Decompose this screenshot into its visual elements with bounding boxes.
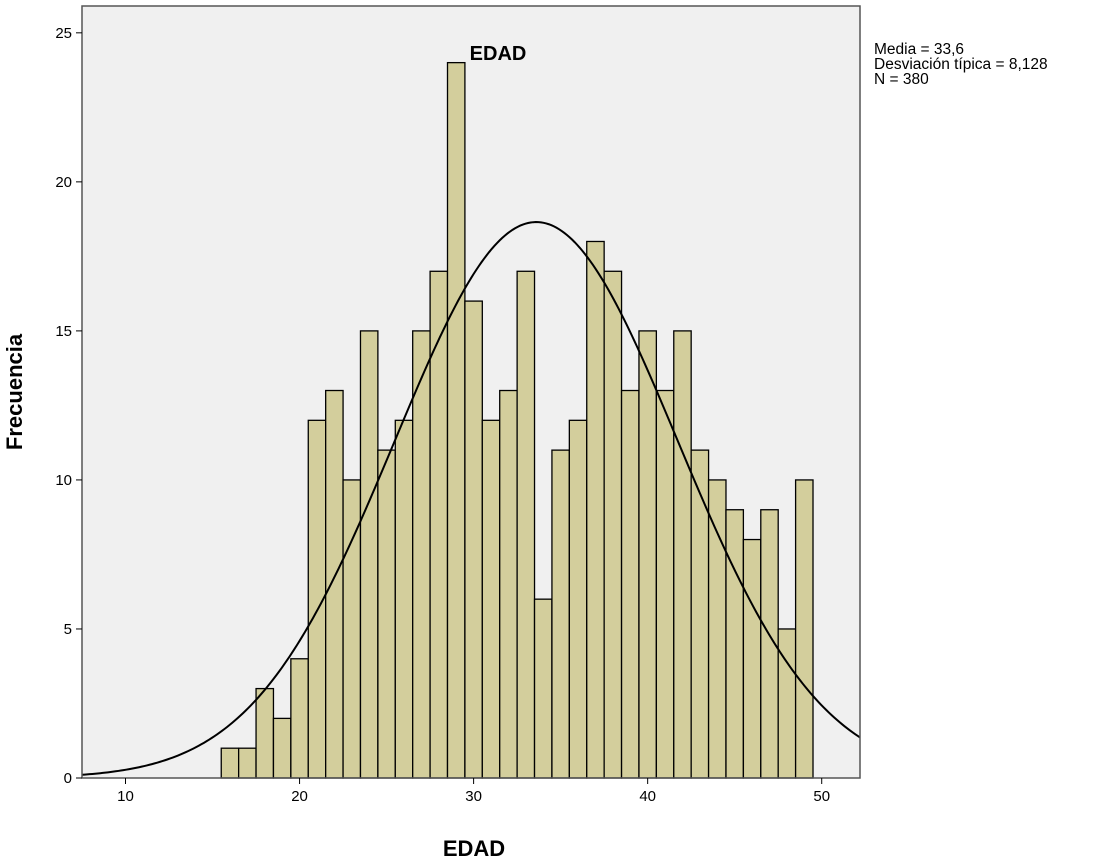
y-tick-label: 0 [64,770,72,787]
histogram-bar [290,658,309,779]
histogram-bar [655,389,675,779]
histogram-bar [377,449,396,779]
y-tick-label: 15 [55,323,72,340]
x-tick-label: 40 [639,788,656,805]
histogram-bar [568,419,588,779]
histogram-bar [499,389,518,779]
histogram-bar [673,330,692,779]
normal-curve [81,221,861,776]
histogram-bar [742,538,762,779]
y-tick-label: 20 [55,174,72,191]
histogram-bar [429,270,449,779]
histogram-bar [777,628,797,779]
x-tick-label: 30 [465,788,482,805]
chart-title: EDAD [470,43,527,65]
histogram-bar [551,449,570,779]
y-tick-label: 10 [55,472,72,489]
histogram-bar [464,300,483,779]
histogram-bar [638,330,658,779]
x-tick-label: 10 [117,788,134,805]
histogram-bar [533,598,553,779]
histogram-bar [707,479,727,779]
histogram-bar [325,389,344,779]
bars-group [220,61,814,779]
plot-frame [81,5,861,779]
y-tick-label: 5 [64,621,72,638]
histogram-bar [446,61,466,779]
stat-sd: Desviación típica = 8,128 [874,56,1048,73]
histogram-bar [620,389,640,779]
x-tick-label: 50 [813,788,830,805]
stat-n: N = 380 [874,71,929,88]
x-axis-title: EDAD [443,836,505,861]
statistics-legend: Media = 33,6 Desviación típica = 8,128 N… [874,41,1048,88]
histogram-bar [359,330,379,779]
histogram-bar [255,687,275,779]
x-tick-label: 20 [291,788,308,805]
histogram-bar [794,479,814,779]
y-axis-title: Frecuencia [2,333,27,450]
histogram-bar [237,747,257,779]
histogram-bar [603,270,623,779]
stat-mean: Media = 33,6 [874,41,965,58]
axes-group: 10 20 30 40 50 0 5 10 15 20 25 [55,25,830,805]
histogram-bar [394,419,414,779]
histogram-bar [725,509,745,779]
histogram-bar [516,270,536,779]
histogram-bar [690,449,710,779]
y-tick-label: 25 [55,25,72,42]
histogram-bar [586,240,605,779]
histogram-bar [272,717,292,779]
histogram-bar [412,330,431,779]
histogram-bar [481,419,501,779]
histogram-bar [220,747,240,779]
